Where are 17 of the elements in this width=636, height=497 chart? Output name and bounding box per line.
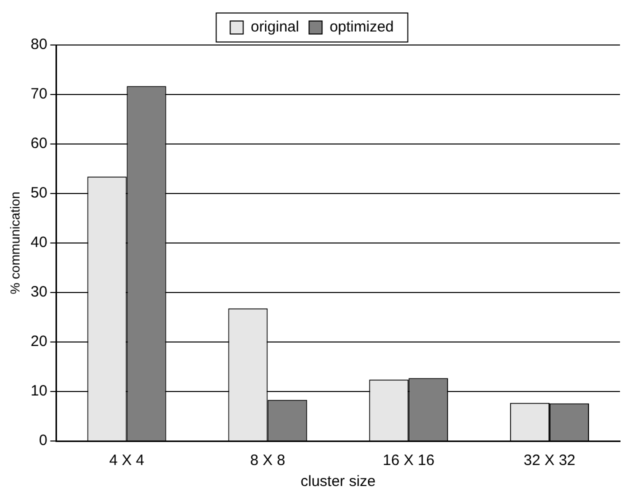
x-tick-label: 4 X 4 xyxy=(109,452,144,470)
x-tick-label: 8 X 8 xyxy=(250,452,286,470)
y-axis-title: % communication xyxy=(7,192,22,294)
y-tick-label: 10 xyxy=(30,382,48,400)
y-tick-label: 60 xyxy=(30,135,48,152)
y-tick-label: 80 xyxy=(30,36,48,54)
x-tick-label: 16 X 16 xyxy=(382,452,434,470)
y-tick-label: 20 xyxy=(30,333,48,350)
legend-label: original xyxy=(250,18,300,36)
y-tick-label: 0 xyxy=(38,432,48,450)
y-tick-label: 40 xyxy=(30,234,48,252)
y-tick-label: 30 xyxy=(30,284,48,301)
y-tick-label: 50 xyxy=(30,184,48,202)
x-tick-label: 32 X 32 xyxy=(524,452,576,470)
legend-label: optimized xyxy=(330,18,394,36)
y-tick-label: 70 xyxy=(30,86,48,103)
x-axis-title: cluster size xyxy=(300,473,376,490)
